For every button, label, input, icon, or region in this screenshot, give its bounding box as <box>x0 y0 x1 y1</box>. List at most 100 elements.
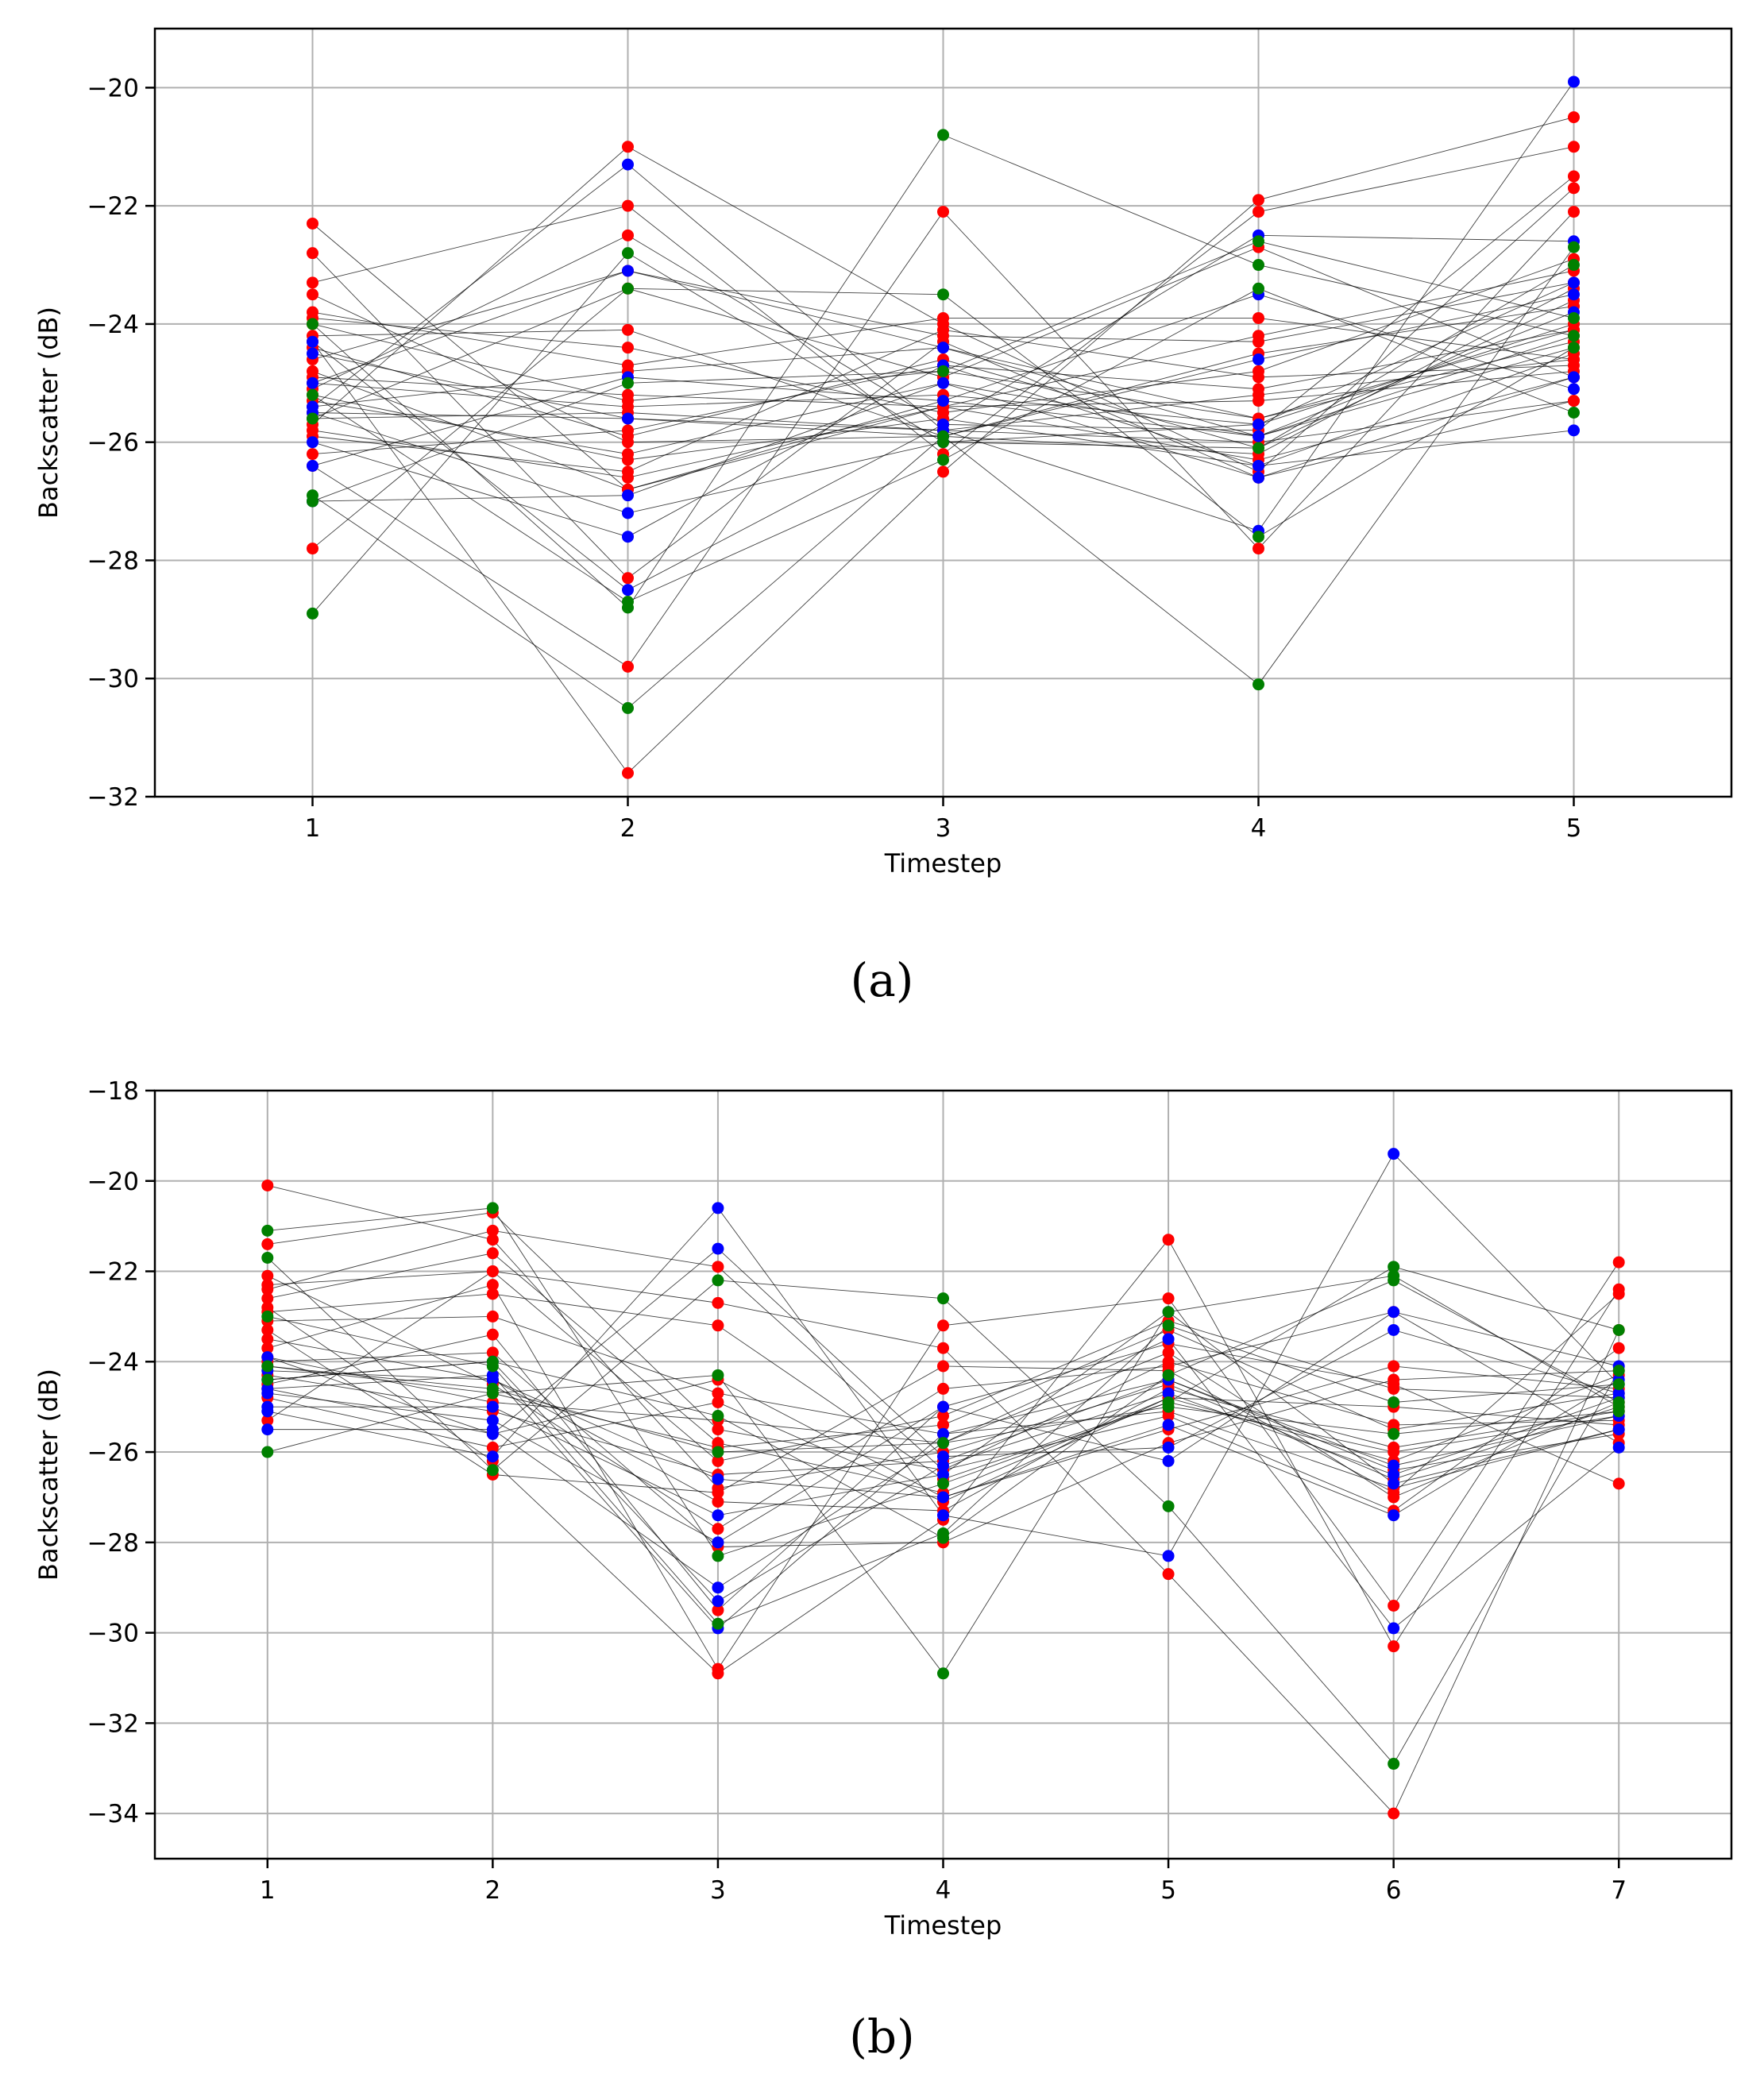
data-point <box>1568 276 1580 289</box>
x-tick-label: 3 <box>710 1876 726 1905</box>
data-point <box>712 1410 724 1423</box>
data-point <box>712 1423 724 1436</box>
data-point <box>1388 1459 1400 1472</box>
y-tick-label: −20 <box>87 1168 139 1196</box>
data-point <box>712 1446 724 1458</box>
data-point <box>712 1454 724 1467</box>
data-point <box>1388 1373 1400 1386</box>
data-point <box>712 1523 724 1535</box>
data-point <box>622 572 634 585</box>
data-point <box>1253 194 1264 207</box>
data-point <box>712 1261 724 1273</box>
data-point <box>937 1419 949 1431</box>
data-point <box>937 465 949 478</box>
data-point <box>1568 330 1580 342</box>
data-point <box>712 1604 724 1616</box>
data-point <box>307 217 318 230</box>
data-point <box>307 607 318 620</box>
data-point <box>486 1382 499 1395</box>
data-point <box>1162 1333 1175 1346</box>
y-tick-label: −30 <box>87 1620 139 1648</box>
data-point <box>261 1251 274 1264</box>
data-point <box>937 365 949 377</box>
data-point <box>1162 1419 1175 1431</box>
data-point <box>1253 282 1264 295</box>
data-point <box>712 1242 724 1255</box>
data-point <box>1568 371 1580 384</box>
data-point <box>1388 1758 1400 1771</box>
data-point <box>712 1617 724 1630</box>
data-point <box>1612 1283 1625 1296</box>
data-point <box>622 412 634 425</box>
data-point <box>1568 311 1580 324</box>
data-point <box>486 1346 499 1359</box>
data-point <box>1388 1427 1400 1440</box>
data-point <box>261 1283 274 1296</box>
data-point <box>1253 371 1264 384</box>
x-tick-label: 7 <box>1611 1876 1627 1905</box>
data-point <box>261 1323 274 1336</box>
chart-panel-a: −32 −30 −28 −26 −24 −22 −20 1 2 3 4 5 Timestep Backsc… <box>33 27 1733 879</box>
y-tick-label: −24 <box>87 1348 139 1377</box>
data-point <box>1568 241 1580 253</box>
data-point <box>1612 1423 1625 1436</box>
data-point <box>307 306 318 319</box>
data-point <box>307 448 318 461</box>
data-point <box>261 1342 274 1354</box>
data-point <box>1612 1396 1625 1408</box>
data-point <box>1388 1323 1400 1336</box>
x-tick-label: 1 <box>305 814 321 843</box>
x-tick-label: 2 <box>484 1876 500 1905</box>
x-axis-label: Timestep <box>884 848 1002 879</box>
data-point <box>1162 1454 1175 1467</box>
x-tick-label: 6 <box>1386 1876 1402 1905</box>
data-point <box>1253 330 1264 342</box>
data-point <box>1568 353 1580 366</box>
data-point <box>937 1437 949 1450</box>
data-point <box>1253 543 1264 555</box>
data-point <box>1253 395 1264 407</box>
y-tick-label: −34 <box>87 1800 139 1828</box>
data-point <box>1568 407 1580 419</box>
data-point <box>1388 1599 1400 1612</box>
data-point <box>622 141 634 153</box>
data-point <box>622 388 634 401</box>
data-point <box>937 1450 949 1463</box>
data-point <box>261 1333 274 1346</box>
data-point <box>622 199 634 212</box>
data-point <box>261 1446 274 1458</box>
data-point <box>937 1342 949 1354</box>
data-point <box>486 1464 499 1477</box>
y-tick-label: −32 <box>87 1709 139 1738</box>
data-point <box>486 1247 499 1260</box>
y-tick-label: −30 <box>87 665 139 693</box>
data-point <box>712 1509 724 1522</box>
x-tick-label: 1 <box>260 1876 276 1905</box>
data-point <box>937 1382 949 1395</box>
data-point <box>1612 1387 1625 1400</box>
data-point <box>937 1400 949 1413</box>
x-tick-label: 4 <box>1251 814 1267 843</box>
x-tick-label: 4 <box>936 1876 951 1905</box>
data-point <box>622 660 634 673</box>
data-point <box>712 1595 724 1608</box>
data-point <box>712 1536 724 1549</box>
data-point <box>937 1427 949 1440</box>
data-point <box>307 318 318 330</box>
y-tick-label: −26 <box>87 429 139 458</box>
data-point <box>486 1224 499 1237</box>
data-point <box>307 459 318 472</box>
data-point <box>1388 1274 1400 1287</box>
data-point <box>307 335 318 348</box>
data-point <box>937 1319 949 1332</box>
data-point <box>1388 1360 1400 1373</box>
data-point <box>307 288 318 301</box>
data-point <box>261 1269 274 1282</box>
data-point <box>712 1486 724 1499</box>
data-point <box>1253 430 1264 442</box>
data-point <box>486 1279 499 1292</box>
data-point <box>1568 182 1580 195</box>
data-point <box>622 531 634 543</box>
data-point <box>307 247 318 260</box>
